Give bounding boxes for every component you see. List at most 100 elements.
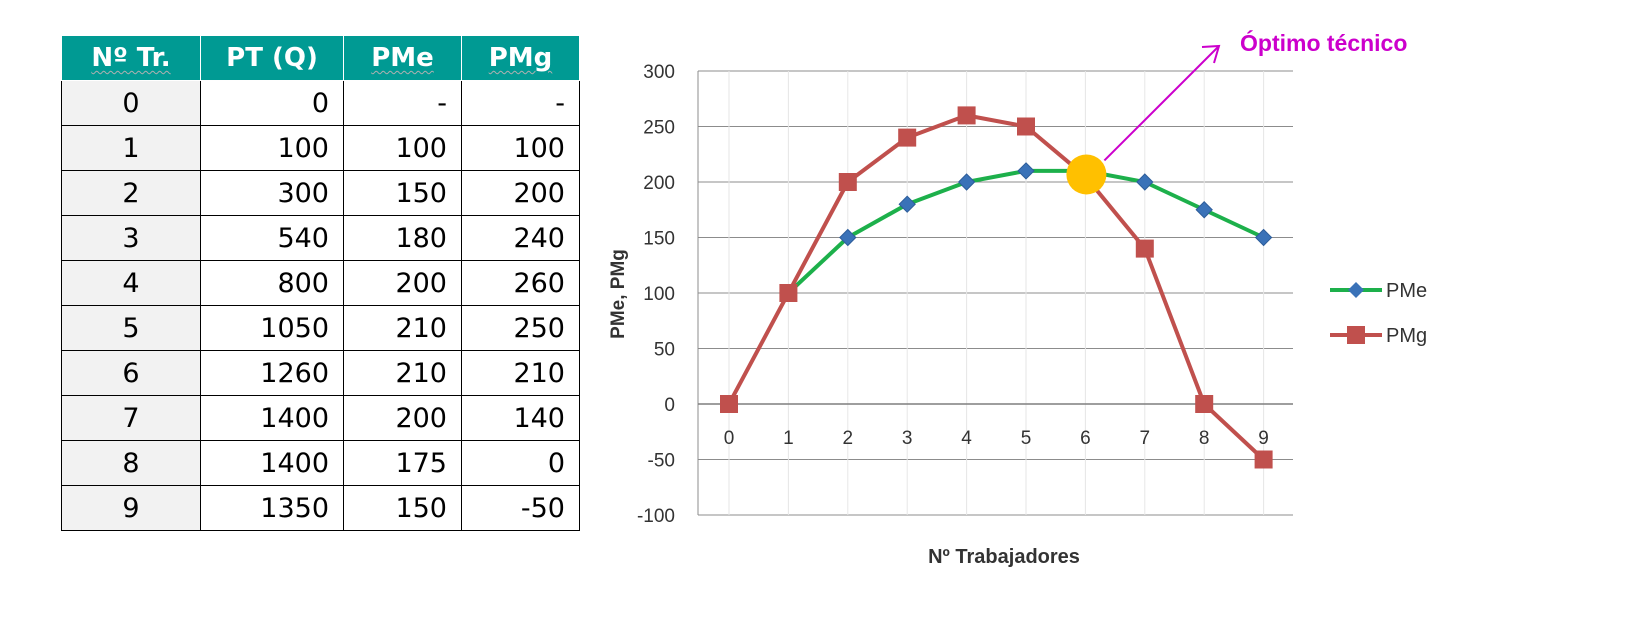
- data-point-pme: [1254, 228, 1273, 247]
- x-tick-label: 6: [1080, 428, 1091, 449]
- data-point-pmg: [838, 173, 857, 191]
- legend-label: PMe: [1386, 280, 1427, 302]
- legend: PMe PMg: [1330, 280, 1427, 347]
- legend-marker: [1347, 326, 1365, 344]
- data-point-pmg: [1017, 117, 1035, 136]
- data-point-pmg: [898, 128, 917, 147]
- table-row: 3 540 180 240: [61, 215, 580, 261]
- data-point-pmg: [720, 395, 738, 413]
- data-point-pmg: [957, 106, 976, 125]
- table-cell: -: [343, 80, 462, 126]
- table-cell: 1260: [200, 350, 344, 396]
- x-tick-label: 2: [843, 428, 854, 449]
- table-cell: 150: [343, 170, 462, 216]
- legend-label: PMg: [1386, 325, 1427, 347]
- y-axis-ticks: 300 250 200 150 100 50 0 -50 -100: [637, 62, 675, 527]
- table-cell: 5: [61, 305, 201, 351]
- table-cell: 1: [61, 125, 201, 171]
- table-row: 8 1400 175 0: [61, 440, 580, 486]
- table-cell: 100: [343, 125, 462, 171]
- table-cell: 0: [461, 440, 580, 486]
- y-tick-label: 150: [643, 229, 675, 250]
- data-point-pmg: [1195, 395, 1214, 413]
- data-point-pmg: [1254, 450, 1273, 469]
- y-tick-label: 250: [643, 118, 675, 139]
- table-cell: 100: [461, 125, 580, 171]
- data-point-pme: [898, 195, 916, 213]
- data-point-pmg: [779, 284, 798, 302]
- table-row: 2 300 150 200: [61, 170, 580, 216]
- table-cell: 1400: [200, 440, 344, 486]
- x-tick-label: 7: [1140, 428, 1151, 449]
- x-axis-label: Nº Trabajadores: [928, 546, 1080, 568]
- table-cell: 1400: [200, 395, 344, 441]
- x-tick-label: 1: [783, 428, 794, 449]
- table-row: 1 100 100 100: [61, 125, 580, 171]
- column-header: Nº Tr.: [61, 35, 201, 81]
- data-point-pme: [1136, 173, 1154, 191]
- data-point-pme: [1195, 201, 1213, 219]
- x-tick-label: 0: [724, 428, 735, 449]
- table-header-row: Nº Tr. PT (Q) PMe PMg: [61, 35, 580, 81]
- table-cell: 9: [61, 485, 201, 531]
- column-header: PMg: [461, 35, 580, 81]
- data-table: Nº Tr. PT (Q) PMe PMg 0 0- -1 100 100 100 2 300 150…: [61, 35, 580, 531]
- table-row: 7 1400 200 140: [61, 395, 580, 441]
- y-tick-label: 0: [664, 395, 675, 416]
- series-layer: [720, 106, 1273, 469]
- table-cell: 7: [61, 395, 201, 441]
- table-cell: -: [461, 80, 580, 126]
- table-cell: 100: [200, 125, 344, 171]
- table-cell: 240: [461, 215, 580, 261]
- table-cell: 210: [343, 305, 462, 351]
- data-point-pmg: [1135, 239, 1154, 258]
- x-tick-label: 5: [1021, 428, 1032, 449]
- table-cell: 300: [200, 170, 344, 216]
- annotation: Óptimo técnico: [1066, 29, 1407, 195]
- x-axis: [697, 71, 1293, 515]
- table-cell: 2: [61, 170, 201, 216]
- table-cell: 210: [343, 350, 462, 396]
- y-tick-label: 50: [654, 340, 675, 361]
- y-tick-label: 100: [643, 284, 675, 305]
- table-cell: 200: [461, 170, 580, 216]
- arrow-head: [1201, 44, 1221, 64]
- table-cell: 0: [200, 80, 344, 126]
- annotation-label: Óptimo técnico: [1240, 29, 1407, 56]
- data-point-pme: [957, 173, 976, 191]
- table-cell: 175: [343, 440, 462, 486]
- y-tick-label: -50: [648, 451, 675, 472]
- x-tick-label: 4: [961, 428, 972, 449]
- table-cell: -50: [461, 485, 580, 531]
- table-cell: 8: [61, 440, 201, 486]
- table-cell: 150: [343, 485, 462, 531]
- table-cell: 260: [461, 260, 580, 306]
- table-cell: 180: [343, 215, 462, 261]
- table-row: 4 800 200 260: [61, 260, 580, 306]
- data-point-pme: [1017, 162, 1035, 180]
- table-row: 9 1350 150 -50: [61, 485, 580, 531]
- annotation-arrow: [1103, 46, 1219, 162]
- x-tick-label: 8: [1199, 428, 1210, 449]
- x-tick-label: 3: [902, 428, 913, 449]
- table-cell: 540: [200, 215, 344, 261]
- table-cell: 4: [61, 260, 201, 306]
- table-row: 5 1050 210 250: [61, 305, 580, 351]
- y-axis-label: PMe, PMg: [608, 249, 629, 339]
- optimum-marker: [1066, 154, 1107, 195]
- y-tick-label: 200: [643, 173, 675, 194]
- table-cell: 140: [461, 395, 580, 441]
- table-cell: 1350: [200, 485, 344, 531]
- table-cell: 0: [61, 80, 201, 126]
- legend-marker: [1348, 282, 1364, 298]
- y-tick-label: 300: [643, 62, 675, 83]
- x-axis-ticks: 0 1 2 3 4 5 6 7 8 9: [724, 428, 1269, 449]
- table-cell: 210: [461, 350, 580, 396]
- y-tick-label: -100: [637, 506, 675, 527]
- table-cell: 200: [343, 395, 462, 441]
- data-point-pme: [839, 228, 857, 247]
- series-line-pmg: [727, 113, 1265, 461]
- x-tick-label: 9: [1258, 428, 1269, 449]
